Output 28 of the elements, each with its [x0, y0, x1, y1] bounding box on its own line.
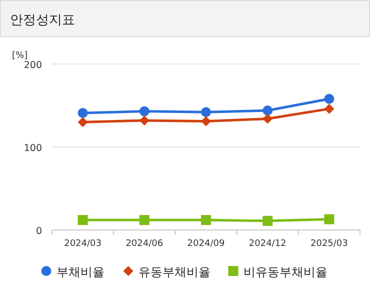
x-tick-label: 2025/03 [310, 239, 348, 249]
point [324, 94, 334, 104]
x-tick-label: 2024/09 [187, 239, 225, 249]
y-axis-title: [%] [12, 51, 28, 61]
point [78, 215, 88, 226]
legend-label: 부채비율 [56, 265, 104, 279]
point [78, 117, 88, 128]
point [324, 214, 334, 224]
point [139, 106, 150, 116]
y-tick-label: 100 [24, 143, 42, 154]
point [262, 216, 273, 226]
x-tick-label: 2024/06 [126, 239, 164, 249]
legend-label: 비유동부채비율 [243, 265, 328, 279]
point [262, 114, 273, 124]
y-tick-label: 0 [36, 226, 42, 237]
x-tick-label: 2024/12 [248, 239, 286, 249]
point [201, 116, 211, 126]
point [139, 115, 150, 126]
chart-title: 안정성지표 [10, 13, 75, 28]
x-tick-label: 2024/03 [64, 239, 102, 249]
legend-label: 유동부채비율 [138, 265, 210, 279]
y-tick-label: 200 [24, 60, 42, 71]
point [139, 215, 150, 226]
point [262, 105, 273, 116]
point [324, 104, 334, 114]
point [78, 108, 88, 118]
point [201, 215, 211, 226]
point [201, 107, 211, 118]
